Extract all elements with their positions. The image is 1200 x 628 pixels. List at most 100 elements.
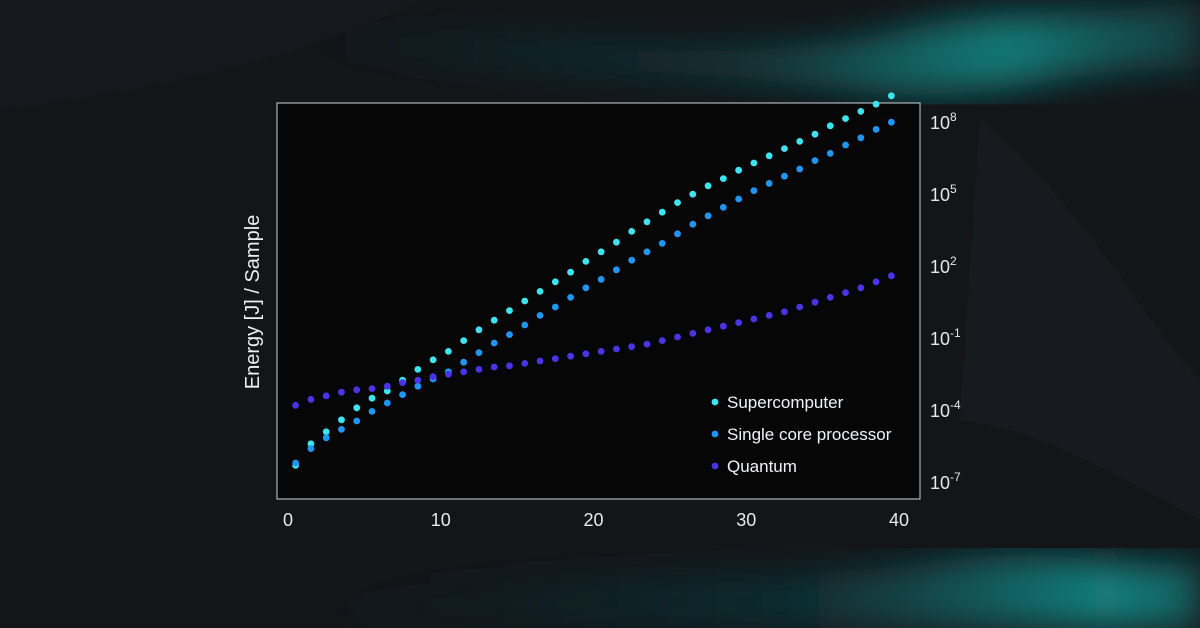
data-point — [674, 199, 681, 207]
data-point — [475, 349, 483, 356]
data-point — [307, 445, 315, 452]
data-point — [338, 416, 345, 424]
data-point — [414, 376, 422, 384]
legend-marker — [711, 430, 719, 438]
data-point — [628, 228, 636, 235]
data-point — [307, 396, 315, 403]
x-tick-label: 10 — [431, 510, 451, 530]
legend-label: Supercomputer — [727, 393, 844, 412]
data-point — [322, 428, 330, 436]
data-point — [719, 204, 727, 211]
data-point — [811, 298, 819, 306]
series-supercomputer — [292, 92, 895, 469]
data-point — [689, 220, 697, 228]
data-point — [796, 138, 804, 145]
data-point — [475, 326, 483, 334]
data-point — [872, 100, 880, 108]
legend-marker — [711, 398, 719, 406]
data-point — [796, 165, 804, 173]
data-point — [872, 125, 880, 133]
data-point — [704, 326, 712, 334]
data-point — [704, 212, 712, 220]
data-point — [368, 408, 376, 415]
data-point — [887, 118, 895, 126]
x-tick-label: 40 — [889, 510, 909, 530]
legend-label: Quantum — [727, 457, 797, 476]
data-point — [674, 230, 681, 238]
series-single-core-processor — [292, 118, 895, 467]
y-axis-ticks: 108 105 102 10-1 10-4 10-7 — [930, 110, 961, 493]
data-point — [674, 333, 681, 341]
legend-item: Supercomputer — [711, 393, 844, 412]
data-point — [414, 366, 422, 373]
data-point — [551, 303, 559, 311]
data-point — [842, 289, 849, 296]
data-point — [628, 256, 636, 264]
series-quantum — [292, 272, 895, 409]
data-point — [307, 440, 315, 448]
data-point — [857, 134, 865, 142]
data-point — [750, 159, 758, 167]
data-point — [353, 417, 361, 425]
data-point — [521, 321, 529, 329]
data-point — [597, 248, 605, 256]
data-point — [567, 294, 574, 301]
data-point — [750, 187, 758, 195]
data-point — [506, 307, 513, 314]
data-point — [643, 218, 651, 226]
data-point — [826, 122, 834, 130]
data-point — [460, 337, 468, 344]
data-point — [399, 379, 406, 386]
data-point — [811, 157, 819, 165]
data-point — [368, 394, 376, 402]
data-point — [613, 345, 620, 353]
data-point — [536, 357, 544, 365]
data-point — [506, 331, 513, 338]
data-point — [872, 278, 880, 286]
data-point — [582, 350, 590, 358]
data-point — [887, 92, 895, 100]
y-tick-label: 10-7 — [930, 470, 961, 493]
x-tick-label: 20 — [583, 510, 603, 530]
legend-marker — [711, 462, 719, 470]
data-point — [597, 276, 605, 283]
y-tick-label: 10-1 — [930, 326, 961, 349]
data-point — [551, 278, 559, 286]
data-point — [521, 360, 529, 367]
data-point — [842, 115, 849, 122]
data-point — [429, 356, 437, 364]
data-point — [383, 399, 391, 407]
data-point — [765, 180, 773, 187]
legend-item: Quantum — [711, 457, 797, 476]
x-axis-ticks: 0 10 20 30 40 — [283, 510, 909, 530]
data-point — [857, 284, 865, 292]
data-point — [826, 150, 834, 157]
data-point — [399, 391, 406, 398]
data-point — [643, 340, 651, 348]
data-point — [444, 370, 452, 378]
data-point — [704, 182, 712, 190]
data-point — [597, 348, 605, 355]
data-point — [338, 426, 345, 433]
data-point — [781, 308, 788, 316]
data-point — [383, 382, 391, 390]
data-point — [582, 284, 590, 292]
data-point — [689, 330, 697, 337]
data-point — [567, 268, 574, 276]
data-point — [658, 208, 666, 216]
data-point — [735, 195, 743, 203]
data-point — [368, 385, 376, 392]
data-point — [506, 362, 513, 370]
data-point — [887, 272, 895, 280]
data-point — [582, 258, 590, 265]
data-point — [719, 175, 727, 183]
data-point — [551, 355, 559, 362]
data-point — [490, 339, 498, 347]
data-point — [414, 382, 422, 390]
y-axis-label: Energy [J] / Sample — [242, 215, 264, 390]
data-points — [292, 92, 895, 469]
data-point — [643, 248, 651, 256]
x-tick-label: 30 — [736, 510, 756, 530]
data-point — [826, 294, 834, 301]
data-point — [567, 352, 574, 360]
